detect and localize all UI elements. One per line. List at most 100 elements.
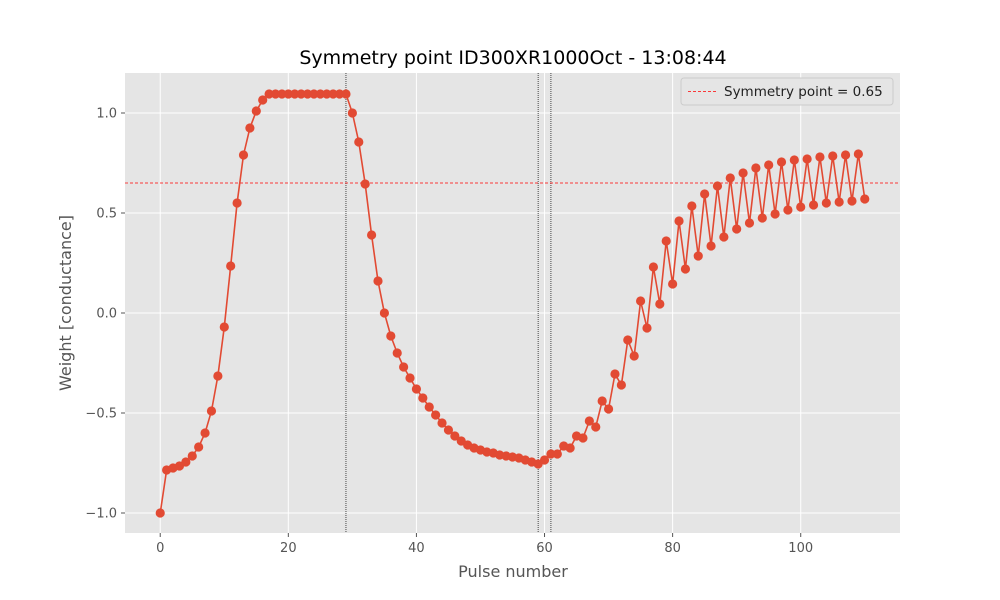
data-point bbox=[347, 108, 357, 118]
data-point bbox=[725, 173, 735, 183]
data-point bbox=[655, 299, 665, 309]
data-point bbox=[270, 89, 281, 99]
data-point bbox=[360, 179, 370, 189]
data-point bbox=[322, 89, 332, 99]
data-point bbox=[751, 163, 761, 173]
y-tick-label: 0.0 bbox=[96, 307, 117, 322]
legend-box bbox=[680, 77, 894, 106]
data-point bbox=[194, 442, 204, 452]
data-point bbox=[680, 264, 691, 274]
data-point bbox=[341, 89, 351, 99]
y-tick-label: −1.0 bbox=[85, 507, 117, 522]
x-tick-label: 40 bbox=[408, 541, 425, 556]
data-point bbox=[642, 323, 652, 333]
data-point bbox=[238, 150, 249, 160]
data-point bbox=[315, 89, 325, 99]
x-axis-label: Pulse number bbox=[458, 562, 568, 581]
data-point bbox=[424, 402, 434, 412]
series-group bbox=[155, 89, 870, 518]
data-point bbox=[283, 89, 293, 99]
data-point bbox=[796, 202, 806, 212]
data-point bbox=[302, 89, 313, 99]
data-point bbox=[770, 209, 780, 219]
data-point bbox=[552, 449, 562, 459]
data-point bbox=[258, 95, 268, 105]
data-point bbox=[610, 369, 620, 379]
x-tick-label: 80 bbox=[664, 541, 681, 556]
data-point bbox=[379, 308, 390, 318]
x-tick-label: 100 bbox=[788, 541, 813, 556]
data-point bbox=[155, 508, 165, 518]
data-point bbox=[623, 335, 633, 345]
data-point bbox=[232, 198, 242, 208]
data-point bbox=[738, 168, 748, 178]
data-point bbox=[213, 371, 223, 381]
data-point bbox=[264, 89, 274, 99]
data-point bbox=[578, 433, 588, 443]
data-point bbox=[386, 331, 396, 341]
x-tick-label: 20 bbox=[280, 541, 297, 556]
x-tick-label: 0 bbox=[156, 541, 164, 556]
data-point bbox=[732, 224, 742, 234]
data-point bbox=[354, 137, 364, 147]
data-point bbox=[181, 457, 191, 467]
data-point bbox=[603, 404, 614, 414]
data-point bbox=[366, 230, 377, 240]
data-point bbox=[706, 241, 716, 251]
data-point bbox=[334, 89, 345, 99]
data-point bbox=[840, 150, 851, 160]
data-point bbox=[418, 393, 428, 403]
data-point bbox=[411, 384, 422, 394]
data-point bbox=[546, 449, 556, 459]
legend-label: Symmetry point = 0.65 bbox=[724, 84, 883, 100]
data-point bbox=[674, 216, 684, 226]
data-point bbox=[206, 406, 217, 416]
data-point bbox=[565, 443, 575, 453]
data-point bbox=[700, 189, 710, 199]
legend: Symmetry point = 0.65 bbox=[680, 77, 894, 106]
data-point bbox=[290, 89, 300, 99]
data-point bbox=[757, 213, 767, 223]
data-point bbox=[764, 160, 774, 170]
y-axis-label: Weight [conductance] bbox=[56, 215, 75, 391]
data-point bbox=[450, 431, 460, 441]
data-point bbox=[539, 455, 550, 465]
data-point bbox=[392, 348, 402, 358]
data-point bbox=[860, 194, 870, 204]
vertical-reference-lines bbox=[345, 73, 552, 533]
data-point bbox=[744, 218, 755, 228]
data-point bbox=[200, 428, 210, 438]
data-point bbox=[635, 296, 646, 306]
data-point bbox=[693, 251, 703, 261]
data-point bbox=[597, 396, 607, 406]
x-tick-label: 60 bbox=[536, 541, 553, 556]
data-point bbox=[219, 322, 229, 332]
data-point bbox=[373, 276, 383, 286]
y-tick-label: −0.5 bbox=[85, 407, 117, 422]
data-point bbox=[437, 418, 447, 428]
data-point bbox=[251, 106, 261, 116]
data-point bbox=[783, 205, 793, 215]
data-point bbox=[405, 373, 415, 383]
data-point bbox=[245, 123, 255, 133]
data-point bbox=[277, 89, 287, 99]
data-point bbox=[802, 154, 812, 164]
data-point bbox=[847, 196, 857, 206]
data-point bbox=[328, 89, 338, 99]
data-point bbox=[661, 236, 671, 246]
data-point bbox=[226, 261, 236, 271]
data-point bbox=[648, 262, 659, 272]
data-point bbox=[591, 422, 601, 432]
data-point bbox=[815, 152, 825, 162]
data-point bbox=[399, 362, 409, 372]
data-point bbox=[616, 380, 626, 390]
x-axis-ticks: 0 20 40 60 80 100 bbox=[156, 533, 813, 556]
chart-title: Symmetry point ID300XR1000Oct - 13:08:44 bbox=[299, 47, 726, 69]
data-point bbox=[668, 279, 678, 289]
data-point bbox=[687, 201, 697, 211]
data-point bbox=[431, 410, 441, 420]
data-point bbox=[443, 425, 454, 435]
data-point bbox=[712, 181, 723, 191]
data-point bbox=[828, 151, 838, 161]
